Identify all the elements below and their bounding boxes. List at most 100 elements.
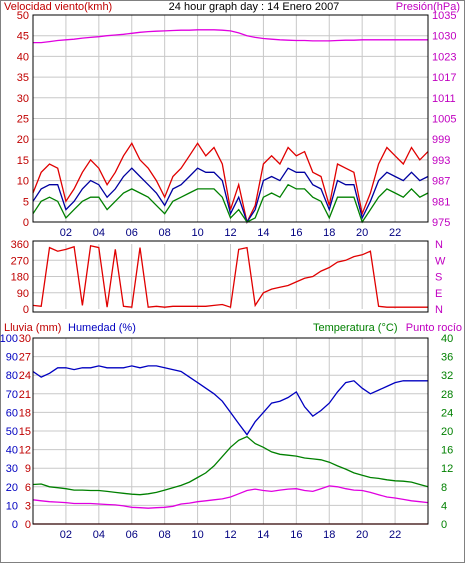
x-tick-label: 18 xyxy=(323,227,335,239)
y-tick-label: 9 xyxy=(25,463,31,475)
x-tick-label: 14 xyxy=(257,227,269,239)
y-tick-label: 15 xyxy=(19,426,31,438)
y-tick-label: 35 xyxy=(17,72,29,84)
rain-axis-label: Lluvia (mm) xyxy=(4,322,61,334)
y-tick-label-right: W xyxy=(435,255,446,267)
y-tick-label: 3 xyxy=(25,500,31,512)
y-tick-label: 180 xyxy=(11,272,29,284)
y-tick-label: 30 xyxy=(17,93,29,105)
wind-axis-label: Velocidad viento(kmh) xyxy=(4,1,112,13)
y-tick-label: 50 xyxy=(17,10,29,22)
panel-direction-grid xyxy=(33,244,428,309)
y-tick-label: 100 xyxy=(0,333,18,345)
y-tick-label: 0 xyxy=(23,217,29,229)
humidity-axis-label: Humedad (%) xyxy=(68,322,136,334)
y-tick-label-right: 40 xyxy=(441,333,453,345)
y-tick-label-right: N xyxy=(435,239,443,251)
y-tick-label: 360 xyxy=(11,239,29,251)
y-tick-label: 0 xyxy=(23,304,29,316)
x-tick-label: 20 xyxy=(356,529,368,541)
y-tick-label-right: 4 xyxy=(441,500,447,512)
panel-direction-series xyxy=(32,245,428,309)
y-tick-label: 40 xyxy=(17,51,29,63)
x-tick-label: 22 xyxy=(389,529,401,541)
panel-wind-frame xyxy=(32,14,429,223)
dewpoint-axis-label: Punto rocío xyxy=(406,322,462,334)
y-tick-label-right: 12 xyxy=(441,463,453,475)
y-tick-label: 10 xyxy=(6,500,18,512)
y-tick-label: 90 xyxy=(6,352,18,364)
series-line-presi-n xyxy=(33,29,428,44)
y-tick-label: 50 xyxy=(6,426,18,438)
x-tick-label: 14 xyxy=(257,529,269,541)
y-tick-label-right: 1011 xyxy=(432,93,456,105)
x-tick-label: 16 xyxy=(290,227,302,239)
y-tick-label: 5 xyxy=(23,196,29,208)
y-tick-label: 10 xyxy=(17,176,29,188)
y-tick-label: 12 xyxy=(19,445,31,457)
y-tick-label: 80 xyxy=(6,370,18,382)
y-tick-label-right: 8 xyxy=(441,482,447,494)
x-tick-label: 06 xyxy=(126,529,138,541)
y-tick-label-right: 975 xyxy=(432,217,450,229)
y-tick-label: 0 xyxy=(25,519,31,531)
panel-humidity-ticks: 0369121518212427300102030405060708090100… xyxy=(0,333,453,541)
panel-humidity-grid xyxy=(33,338,428,524)
temperature-axis-label: Temperatura (°C) xyxy=(313,322,397,334)
x-tick-label: 22 xyxy=(389,227,401,239)
y-tick-label-right: 0 xyxy=(441,519,447,531)
panel-wind-grid xyxy=(33,15,428,222)
x-tick-label: 12 xyxy=(224,227,236,239)
series-line-temperatura xyxy=(32,435,429,496)
y-tick-label: 15 xyxy=(17,155,29,167)
y-tick-label: 45 xyxy=(17,31,29,43)
x-tick-label: 10 xyxy=(191,529,203,541)
y-tick-label: 24 xyxy=(19,370,31,382)
y-tick-label-right: 1035 xyxy=(432,10,456,22)
panel-wind-ticks: 0 5 10 15 20 25 30 35 40 45 50 975 981 987 993 999 1005 1… xyxy=(17,10,457,239)
panel-direction-frame xyxy=(32,240,429,313)
series-line-viento-medio xyxy=(32,167,429,224)
panel-humidity-frame xyxy=(32,337,429,525)
x-tick-label: 02 xyxy=(60,529,72,541)
y-tick-label-right: 16 xyxy=(441,445,453,457)
y-tick-label-right: 1017 xyxy=(432,72,456,84)
y-tick-label: 70 xyxy=(6,389,18,401)
y-tick-label-right: 1030 xyxy=(432,31,456,43)
y-tick-label-right: 28 xyxy=(441,389,453,401)
y-tick-label-right: 993 xyxy=(432,155,450,167)
x-tick-label: 16 xyxy=(290,529,302,541)
y-tick-label: 40 xyxy=(6,445,18,457)
x-tick-label: 08 xyxy=(159,529,171,541)
y-tick-label: 30 xyxy=(19,333,31,345)
x-tick-label: 10 xyxy=(191,227,203,239)
x-tick-label: 04 xyxy=(93,227,105,239)
x-tick-label: 02 xyxy=(60,227,72,239)
y-tick-label: 0 xyxy=(12,519,18,531)
x-tick-label: 12 xyxy=(224,529,236,541)
y-tick-label: 18 xyxy=(19,407,31,419)
y-tick-label-right: S xyxy=(435,272,442,284)
y-tick-label: 27 xyxy=(19,352,31,364)
y-tick-label: 90 xyxy=(17,288,29,300)
y-tick-label-right: 987 xyxy=(432,176,450,188)
x-tick-label: 20 xyxy=(356,227,368,239)
y-tick-label-right: 20 xyxy=(441,426,453,438)
y-tick-label: 60 xyxy=(6,407,18,419)
x-tick-label: 04 xyxy=(93,529,105,541)
y-tick-label-right: 981 xyxy=(432,196,450,208)
y-tick-label-right: E xyxy=(435,288,442,300)
y-tick-label-right: 36 xyxy=(441,352,453,364)
series-line-racha xyxy=(32,142,429,224)
y-tick-label: 20 xyxy=(6,482,18,494)
series-line-direccion xyxy=(32,245,428,309)
y-tick-label-right: N xyxy=(435,304,443,316)
chart-title: 24 hour graph day : 14 Enero 2007 xyxy=(169,1,340,13)
y-tick-label-right: 1023 xyxy=(432,51,456,63)
x-tick-label: 08 xyxy=(159,227,171,239)
y-tick-label-right: 24 xyxy=(441,407,453,419)
series-line-punto-roc-o xyxy=(32,485,429,509)
x-tick-label: 18 xyxy=(323,529,335,541)
